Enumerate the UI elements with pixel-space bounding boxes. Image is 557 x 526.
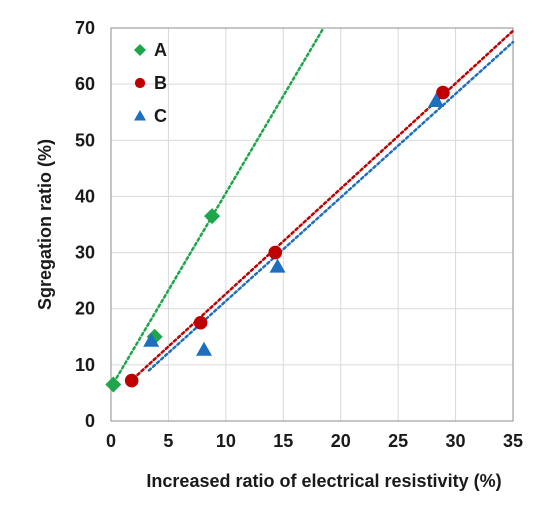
x-tick-label: 30 bbox=[446, 431, 466, 451]
data-point-A bbox=[105, 376, 122, 393]
data-point-B bbox=[268, 245, 283, 260]
y-tick-label: 50 bbox=[75, 130, 95, 150]
data-point-C bbox=[269, 258, 286, 273]
y-tick-label: 70 bbox=[75, 18, 95, 38]
y-tick-label: 30 bbox=[75, 243, 95, 263]
x-tick-label: 10 bbox=[216, 431, 236, 451]
plot-area bbox=[110, 27, 514, 422]
y-tick-label: 0 bbox=[85, 411, 95, 431]
data-point-B bbox=[436, 85, 450, 100]
y-tick-label: 40 bbox=[75, 186, 95, 206]
trendlines bbox=[109, 26, 515, 389]
trendline-B bbox=[128, 29, 515, 384]
data-point-C bbox=[196, 341, 213, 356]
data-point-C bbox=[428, 92, 445, 107]
legend-label-A: A bbox=[154, 40, 167, 60]
x-tick-label: 5 bbox=[163, 431, 173, 451]
legend-marker-B bbox=[134, 77, 146, 89]
data-point-B bbox=[193, 315, 208, 330]
x-tick-label: 25 bbox=[388, 431, 408, 451]
x-axis-label: Increased ratio of electrical resistivit… bbox=[146, 471, 501, 491]
trendline-C bbox=[147, 40, 515, 372]
x-axis-ticks: 0 5 10 15 20 25 30 35 bbox=[106, 431, 523, 451]
legend-marker-C bbox=[134, 110, 146, 121]
data-markers bbox=[105, 85, 450, 393]
trendline-A bbox=[109, 26, 325, 389]
data-point-A bbox=[204, 208, 221, 225]
data-point-C bbox=[143, 332, 160, 347]
legend-label-B: B bbox=[154, 73, 167, 93]
y-tick-label: 20 bbox=[75, 299, 95, 319]
legend-marker-A bbox=[134, 44, 146, 56]
legend: ABC bbox=[134, 40, 167, 126]
x-tick-label: 20 bbox=[331, 431, 351, 451]
x-tick-label: 35 bbox=[503, 431, 523, 451]
x-tick-label: 15 bbox=[273, 431, 293, 451]
y-tick-label: 60 bbox=[75, 74, 95, 94]
y-axis-label: Sgregation ratio (%) bbox=[35, 139, 55, 310]
data-point-B bbox=[124, 373, 139, 388]
y-axis-ticks: 0 10 20 30 40 50 60 70 bbox=[75, 18, 95, 431]
x-tick-label: 0 bbox=[106, 431, 116, 451]
grid-lines bbox=[110, 27, 514, 422]
legend-label-C: C bbox=[154, 106, 167, 126]
y-tick-label: 10 bbox=[75, 355, 95, 375]
